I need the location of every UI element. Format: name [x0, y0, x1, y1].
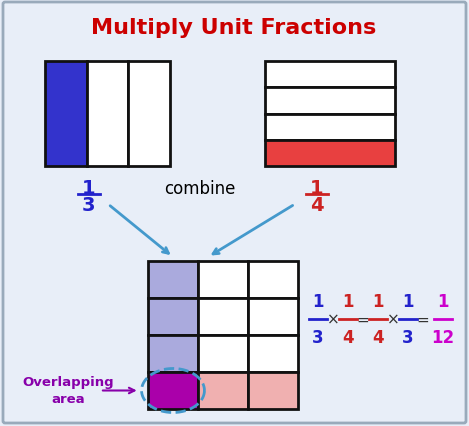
Bar [148, 335, 198, 372]
Text: ×: × [386, 312, 400, 327]
Text: =: = [356, 312, 370, 327]
Text: 4: 4 [372, 328, 384, 346]
Bar [87, 62, 129, 167]
Text: 3: 3 [312, 328, 324, 346]
Text: 4: 4 [310, 196, 324, 215]
Bar [265, 88, 395, 114]
Bar [198, 262, 248, 298]
Text: Multiply Unit Fractions: Multiply Unit Fractions [91, 18, 377, 38]
Bar [265, 114, 395, 141]
Text: 12: 12 [431, 328, 454, 346]
Bar [248, 372, 298, 409]
Bar [248, 335, 298, 372]
Text: 4: 4 [342, 328, 354, 346]
Bar [148, 262, 198, 298]
Bar [129, 62, 170, 167]
Text: 3: 3 [82, 196, 96, 215]
Text: =: = [416, 312, 430, 327]
Bar [248, 298, 298, 335]
Text: 3: 3 [402, 328, 414, 346]
Bar [198, 335, 248, 372]
Bar [148, 372, 198, 409]
Bar [265, 141, 395, 167]
Text: 1: 1 [312, 292, 324, 310]
Text: 1: 1 [437, 292, 449, 310]
Text: 1: 1 [82, 178, 96, 198]
Text: 1: 1 [402, 292, 414, 310]
Bar [248, 262, 298, 298]
Text: Overlapping
area: Overlapping area [22, 376, 114, 406]
Text: combine: combine [164, 180, 236, 198]
Text: 1: 1 [342, 292, 354, 310]
Text: ×: × [326, 312, 340, 327]
Bar [198, 298, 248, 335]
Text: 1: 1 [310, 178, 324, 198]
Bar [265, 62, 395, 88]
Text: 1: 1 [372, 292, 384, 310]
Bar [198, 372, 248, 409]
FancyBboxPatch shape [3, 3, 466, 423]
Bar [45, 62, 87, 167]
Bar [148, 298, 198, 335]
